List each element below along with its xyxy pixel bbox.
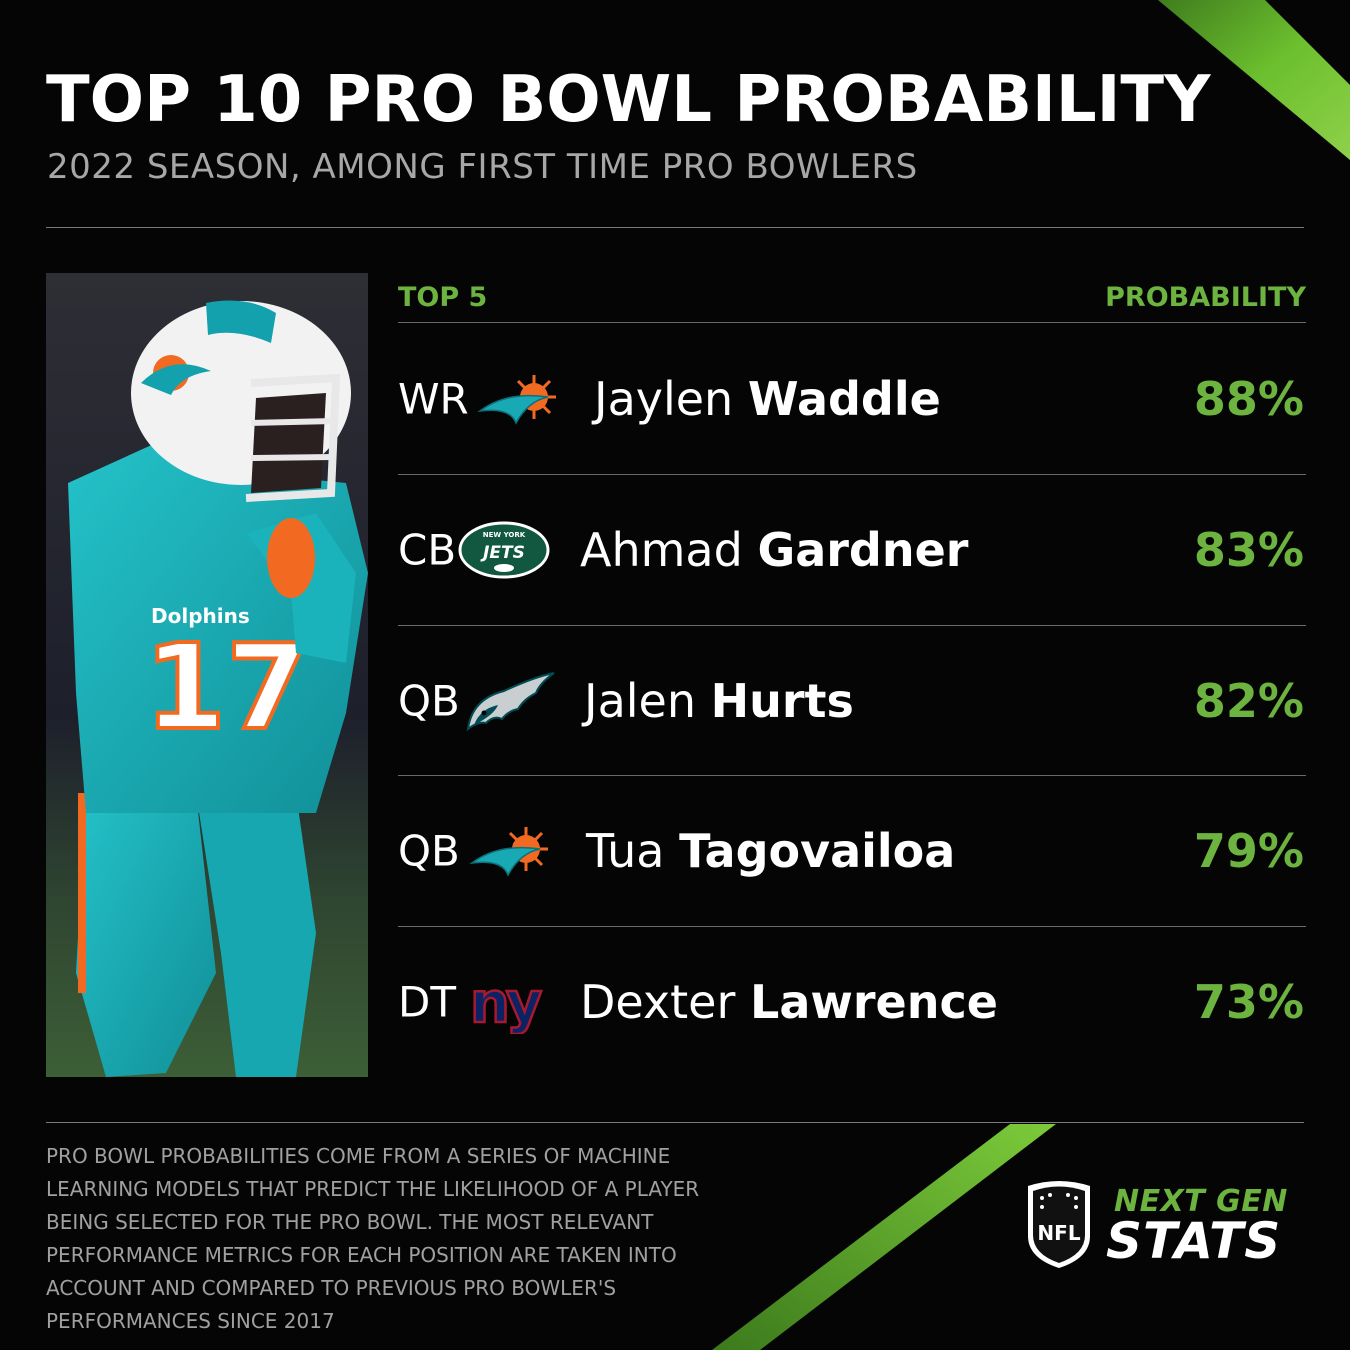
player-first-name: Jaylen: [594, 372, 734, 426]
row-divider: [398, 926, 1306, 927]
player-name: Tua Tagovailoa: [586, 824, 955, 878]
player-first-name: Jalen: [584, 674, 696, 728]
probability-value: 79%: [1193, 824, 1304, 878]
table-row: QB Tua Tagovailoa 79%: [398, 776, 1306, 926]
nfl-shield-icon: NFL: [1028, 1181, 1090, 1268]
brand-line-2: STATS: [1106, 1212, 1282, 1270]
position-label: QB: [398, 826, 460, 876]
row-divider: [398, 474, 1306, 475]
player-first-name: Dexter: [580, 975, 736, 1029]
methodology-footnote: PRO BOWL PROBABILITIES COME FROM A SERIE…: [46, 1144, 700, 1333]
table-row: QB Jalen Hurts 82%: [398, 626, 1306, 776]
player-name: Jaylen Waddle: [594, 372, 941, 426]
player-first-name: Ahmad: [580, 523, 743, 577]
table-row: DT ny Dexter Lawrence 73%: [398, 927, 1306, 1077]
player-photo: 17 Dolphins: [46, 273, 368, 1077]
top5-heading: TOP 5: [398, 282, 488, 313]
svg-text:NEW YORK: NEW YORK: [483, 531, 526, 539]
player-first-name: Tua: [586, 824, 665, 878]
giants-logo-icon: ny: [469, 970, 547, 1034]
svg-text:JETS: JETS: [480, 543, 525, 563]
player-last-name: Gardner: [757, 523, 969, 577]
brand-line-1: NEXT GEN: [1114, 1184, 1288, 1219]
svg-text:Dolphins: Dolphins: [151, 604, 250, 628]
position-label: CB: [398, 525, 457, 575]
position-label: QB: [398, 676, 460, 726]
table-row: CB NEW YORK JETS Ahmad Gardner 83%: [398, 475, 1306, 625]
row-divider: [398, 625, 1306, 626]
probability-value: 73%: [1193, 975, 1304, 1029]
player-name: Ahmad Gardner: [580, 523, 969, 577]
eagles-logo-icon: [466, 672, 555, 732]
player-name: Dexter Lawrence: [580, 975, 998, 1029]
player-name: Jalen Hurts: [584, 674, 854, 728]
svg-text:ny: ny: [470, 971, 542, 1034]
position-label: WR: [398, 374, 469, 424]
player-last-name: Waddle: [747, 372, 941, 426]
row-divider: [398, 775, 1306, 776]
player-last-name: Tagovailoa: [679, 824, 956, 878]
dolphins-logo-icon: [469, 827, 548, 877]
svg-text:17: 17: [144, 618, 308, 756]
player-last-name: Lawrence: [750, 975, 998, 1029]
page-subtitle: 2022 SEASON, AMONG FIRST TIME PRO BOWLER…: [47, 147, 918, 187]
position-label: DT: [398, 977, 456, 1027]
footer-divider: [46, 1122, 1304, 1123]
probability-value: 82%: [1193, 674, 1304, 728]
dolphins-logo-icon: [477, 375, 556, 425]
page-title: TOP 10 PRO BOWL PROBABILITY: [46, 63, 1211, 137]
probability-heading: PROBABILITY: [1105, 282, 1306, 313]
player-last-name: Hurts: [710, 674, 854, 728]
next-gen-stats-brand: NFL NEXT GEN STATS: [1024, 1176, 1314, 1276]
table-header-divider: [398, 322, 1306, 323]
probability-value: 88%: [1193, 372, 1304, 426]
svg-text:NFL: NFL: [1037, 1221, 1080, 1245]
probability-value: 83%: [1193, 523, 1304, 577]
table-row: WR Jaylen Waddle 88%: [398, 324, 1306, 474]
header-divider: [46, 227, 1304, 228]
jets-logo-icon: NEW YORK JETS: [458, 521, 550, 579]
